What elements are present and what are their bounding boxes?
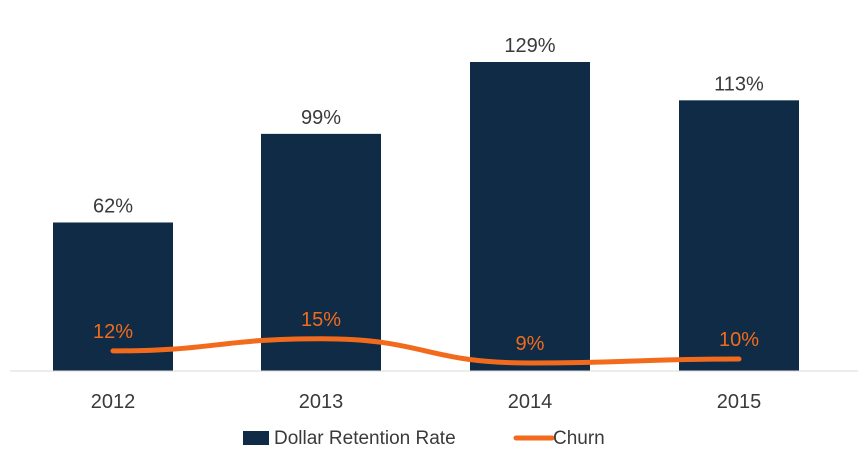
x-tick-2013: 2013 xyxy=(299,391,344,413)
bar-2013 xyxy=(261,133,381,371)
bar-label-2015: 113% xyxy=(714,73,764,95)
bar-2015 xyxy=(679,100,799,371)
churn-label-2012: 12% xyxy=(93,321,133,343)
bar-label-2012: 62% xyxy=(93,195,133,217)
legend-label-dollar-retention-rate: Dollar Retention Rate xyxy=(274,428,456,449)
x-tick-2015: 2015 xyxy=(717,391,762,413)
churn-series: 12% 15% 9% 10% xyxy=(93,309,759,366)
bar-2012 xyxy=(53,222,173,371)
bars xyxy=(53,62,799,371)
churn-line xyxy=(110,336,742,366)
bar-2014 xyxy=(470,62,590,371)
churn-label-2014: 9% xyxy=(516,333,545,355)
bar-data-labels: 62% 99% 129% 113% xyxy=(93,35,764,217)
bar-label-2014: 129% xyxy=(504,35,555,57)
bar-label-2013: 99% xyxy=(301,107,341,129)
x-tick-2014: 2014 xyxy=(508,391,553,413)
churn-label-2015: 10% xyxy=(719,329,759,351)
legend-label-churn: Churn xyxy=(553,428,605,449)
legend-swatch-dollar-retention-rate xyxy=(243,431,269,445)
churn-label-2013: 15% xyxy=(301,309,341,331)
x-tick-labels: 2012 2013 2014 2015 xyxy=(91,391,762,413)
x-tick-2012: 2012 xyxy=(91,391,136,413)
legend: Dollar Retention Rate Churn xyxy=(243,428,605,449)
